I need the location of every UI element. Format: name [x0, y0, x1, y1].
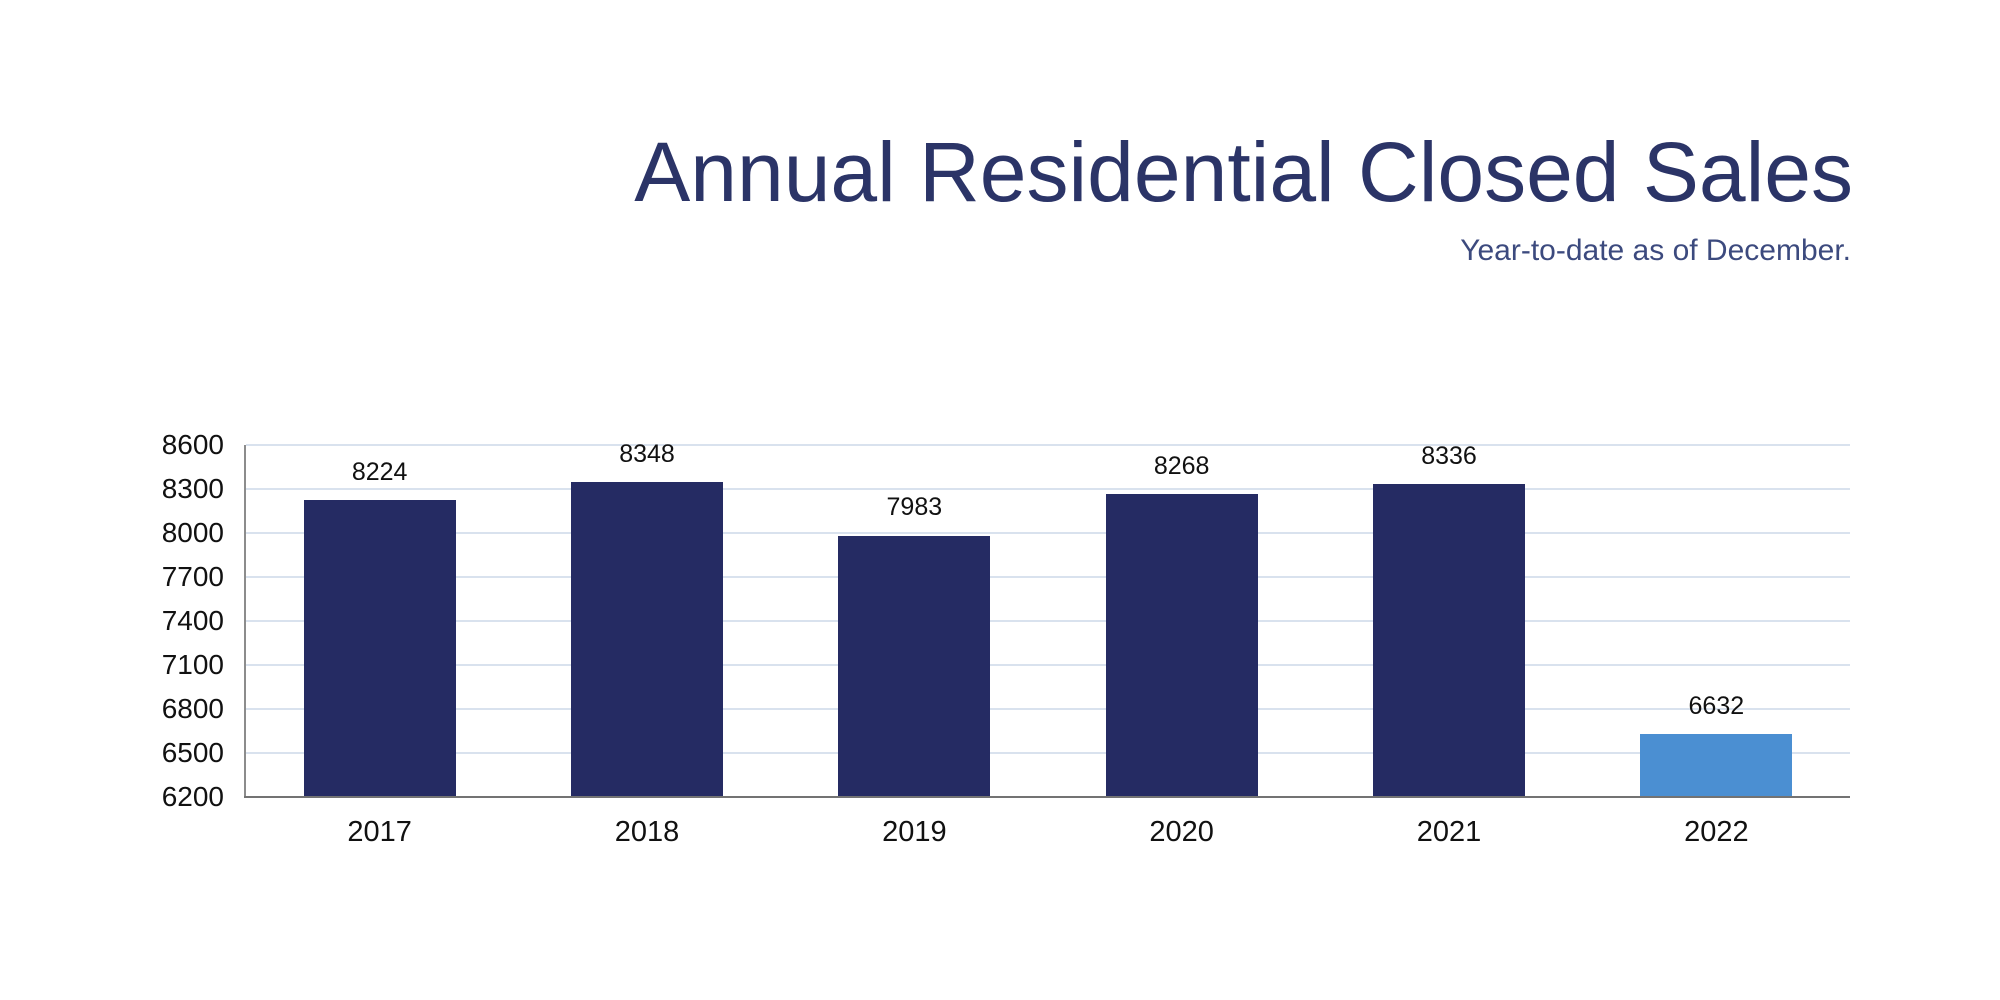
- bar-value-label: 8224: [351, 458, 408, 487]
- gridline: [246, 576, 1850, 578]
- y-axis-label: 7700: [161, 561, 224, 592]
- gridline: [246, 488, 1850, 490]
- y-axis-label: 8000: [161, 517, 224, 548]
- x-axis-label: 2020: [1149, 816, 1214, 848]
- bar-value-label: 8336: [1421, 441, 1477, 470]
- bar-2017: [303, 500, 456, 797]
- x-axis-label: 2019: [882, 816, 947, 848]
- bar-2022: [1640, 733, 1793, 797]
- x-axis-label: 2022: [1684, 816, 1749, 848]
- y-axis-label: 8600: [161, 429, 224, 460]
- bar-2019: [838, 535, 991, 797]
- bar-2020: [1105, 493, 1258, 797]
- bar-value-label: 8268: [1153, 451, 1210, 480]
- x-axis-label: 2018: [614, 816, 680, 848]
- y-axis-label: 6500: [161, 737, 224, 768]
- gridline: [246, 444, 1850, 446]
- y-axis-line: [244, 445, 246, 797]
- bar-value-label: 6632: [1688, 691, 1745, 720]
- y-axis-label: 7400: [161, 605, 224, 636]
- chart-subtitle: Year-to-date as of December.: [1460, 234, 1851, 267]
- bar-value-label: 8348: [619, 439, 675, 468]
- gridline: [246, 664, 1850, 666]
- gridline: [246, 752, 1850, 754]
- chart-title: Annual Residential Closed Sales: [634, 125, 1853, 219]
- bar-2018: [571, 481, 723, 797]
- plot-area: 8224 8348 7983 8268 8336 6632: [244, 440, 1850, 798]
- gridline: [246, 620, 1850, 622]
- bar-value-label: 7983: [886, 493, 943, 522]
- y-axis-label: 8300: [161, 473, 224, 504]
- chart-header: Annual Residential Closed Sales Year-to-…: [634, 130, 1853, 266]
- y-axis-label: 7100: [161, 649, 224, 680]
- gridline: [246, 532, 1850, 534]
- x-axis-label: 2017: [347, 816, 412, 848]
- x-axis-line: [244, 796, 1850, 798]
- y-axis-label: 6200: [161, 781, 224, 812]
- y-axis-label: 6800: [161, 693, 224, 724]
- x-axis-label: 2021: [1416, 816, 1482, 848]
- gridline: [246, 708, 1850, 710]
- bar-2021: [1373, 483, 1525, 797]
